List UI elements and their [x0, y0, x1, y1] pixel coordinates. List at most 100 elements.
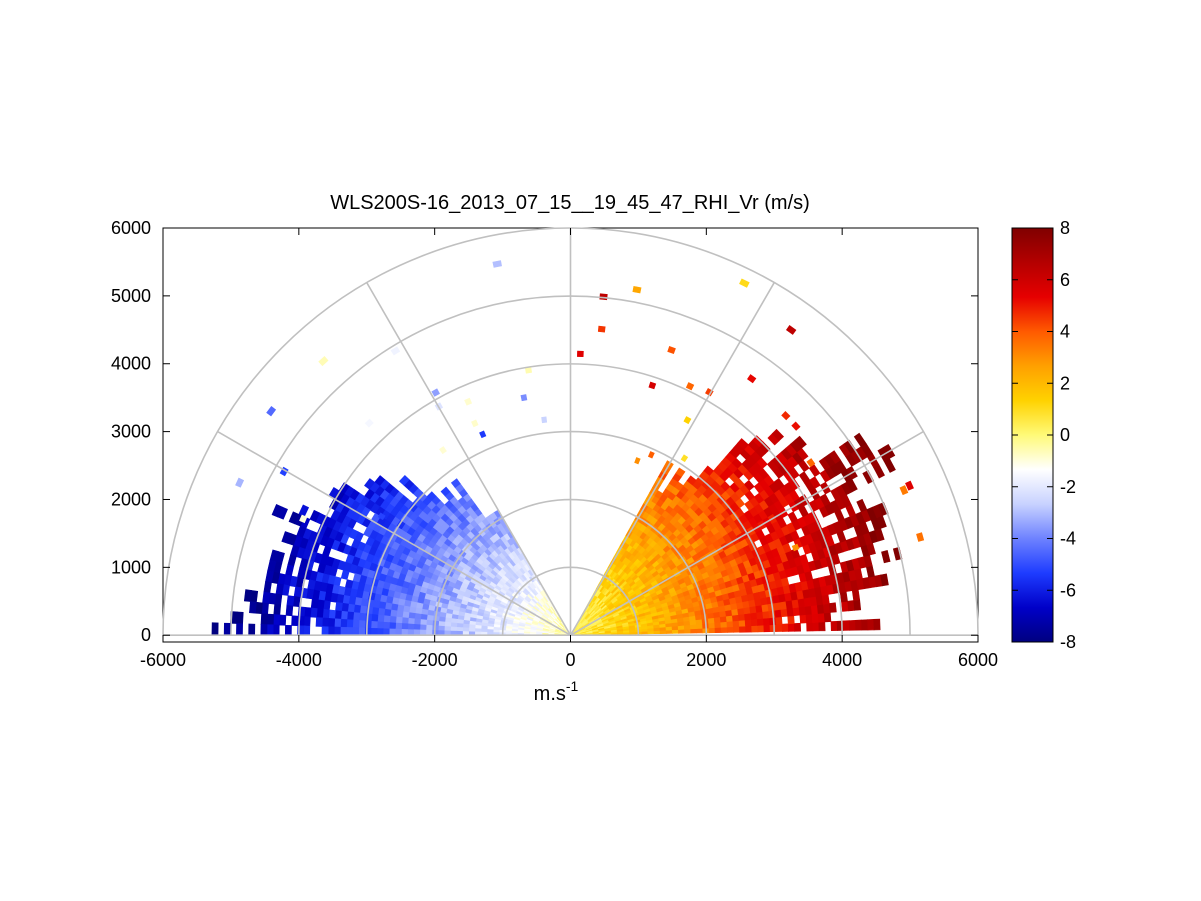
- velocity-cell-negative: [371, 607, 380, 616]
- colorbar-tick-label: 0: [1060, 425, 1070, 445]
- velocity-cell-negative: [272, 614, 281, 626]
- velocity-cell-positive: [751, 625, 759, 633]
- velocity-cell-negative: [413, 623, 421, 631]
- velocity-cell-positive: [744, 612, 752, 621]
- velocity-cell-negative: [352, 627, 360, 636]
- velocity-cell-negative: [383, 608, 392, 617]
- velocity-cell-scattered: [266, 406, 277, 417]
- velocity-cell-negative: [383, 615, 391, 623]
- velocity-cell-negative: [285, 605, 294, 617]
- velocity-cell-scattered: [648, 381, 657, 390]
- velocity-cell-positive: [780, 608, 789, 618]
- velocity-cell-positive: [786, 607, 795, 617]
- velocity-cell-negative: [462, 627, 470, 632]
- velocity-cell-positive: [873, 618, 881, 631]
- velocity-cell-scattered: [791, 543, 800, 552]
- x-tick-label: -2000: [412, 650, 458, 670]
- velocity-cell-negative: [394, 628, 402, 636]
- velocity-cell-negative: [395, 610, 404, 618]
- velocity-cell-positive: [686, 475, 697, 486]
- velocity-cell-negative: [408, 612, 416, 620]
- velocity-cell-negative: [340, 618, 348, 628]
- velocity-cell-positive: [726, 620, 734, 628]
- velocity-cell-scattered: [541, 416, 548, 424]
- velocity-cell-negative: [236, 623, 243, 636]
- colorbar: -8 -6 -4 -2 0 2 4 6 8: [1011, 218, 1076, 652]
- velocity-cell-scattered: [916, 532, 925, 542]
- velocity-cell-negative: [249, 601, 257, 614]
- velocity-cell-scattered: [390, 346, 401, 356]
- velocity-cell-positive: [853, 432, 867, 448]
- velocity-cell-positive: [744, 619, 752, 627]
- colorbar-tick-label: 4: [1060, 322, 1070, 342]
- radial-line: [366, 282, 572, 636]
- velocity-cell-negative: [450, 622, 458, 628]
- velocity-cell-positive: [714, 627, 722, 633]
- velocity-cell-negative: [426, 614, 434, 622]
- velocity-cell-scattered: [806, 458, 816, 468]
- velocity-cell-scattered: [235, 477, 245, 488]
- velocity-cell-positive: [829, 602, 837, 613]
- y-tick-label: 0: [141, 625, 151, 645]
- velocity-cell-negative: [407, 617, 415, 625]
- velocity-cell-positive: [781, 623, 789, 632]
- velocity-cell-positive: [739, 625, 747, 633]
- velocity-cell-positive: [839, 591, 848, 603]
- velocity-cell-negative: [450, 478, 461, 489]
- velocity-cell-scattered: [905, 480, 914, 491]
- velocity-cell-scattered: [431, 388, 440, 397]
- velocity-cell-negative: [420, 613, 428, 621]
- velocity-cell-negative: [335, 602, 343, 612]
- velocity-cell-negative: [370, 620, 378, 629]
- velocity-cell-negative: [291, 615, 299, 627]
- y-tick-label: 4000: [111, 354, 151, 374]
- velocity-cell-positive: [678, 628, 685, 634]
- velocity-cell-negative: [377, 614, 385, 623]
- velocity-cell-positive: [737, 438, 749, 450]
- velocity-cell-negative: [223, 622, 231, 636]
- velocity-cell-negative: [273, 603, 282, 616]
- velocity-cell-positive: [771, 428, 785, 442]
- velocity-cell-positive: [745, 625, 753, 633]
- velocity-cell-scattered: [667, 346, 676, 355]
- velocity-cell-positive: [799, 614, 807, 624]
- velocity-field: [211, 260, 925, 636]
- velocity-cell-negative: [419, 619, 427, 626]
- colorbar-tick-label: 8: [1060, 218, 1070, 238]
- velocity-cell-scattered: [647, 451, 655, 459]
- velocity-cell-negative: [286, 595, 295, 607]
- velocity-cell-negative: [275, 583, 284, 596]
- velocity-cell-negative: [398, 474, 410, 486]
- velocity-cell-positive: [763, 617, 771, 626]
- velocity-cell-scattered: [791, 421, 801, 431]
- velocity-cell-positive: [750, 612, 758, 620]
- velocity-cell-scattered: [739, 278, 750, 288]
- velocity-cell-positive: [830, 620, 838, 631]
- velocity-cell-negative: [437, 625, 445, 632]
- velocity-cell-positive: [714, 621, 722, 628]
- polar-grid: [162, 227, 979, 637]
- velocity-cell-negative: [346, 611, 355, 621]
- velocity-cell-positive: [720, 626, 728, 633]
- velocity-cell-positive: [726, 626, 734, 633]
- colorbar-tick-label: 2: [1060, 373, 1070, 393]
- velocity-cell-negative: [425, 619, 434, 626]
- velocity-cell-negative: [401, 617, 409, 625]
- velocity-cell-negative: [271, 503, 283, 518]
- velocity-cell-negative: [284, 624, 292, 636]
- velocity-cell-scattered: [683, 416, 692, 425]
- velocity-cell-positive: [671, 629, 679, 634]
- velocity-cell-positive: [818, 621, 826, 632]
- velocity-cell-negative: [236, 611, 244, 625]
- velocity-cell-negative: [316, 608, 324, 619]
- velocity-cell-scattered: [299, 514, 308, 524]
- velocity-cell-positive: [805, 613, 813, 624]
- velocity-cell-negative: [322, 608, 330, 619]
- velocity-cell-scattered: [597, 325, 606, 333]
- velocity-cell-negative: [388, 628, 396, 636]
- velocity-cell-positive: [731, 614, 740, 622]
- colorbar-tick-label: -6: [1060, 580, 1076, 600]
- velocity-cell-positive: [787, 615, 795, 625]
- velocity-cell-negative: [352, 612, 361, 621]
- colorbar-gradient: [1011, 227, 1054, 643]
